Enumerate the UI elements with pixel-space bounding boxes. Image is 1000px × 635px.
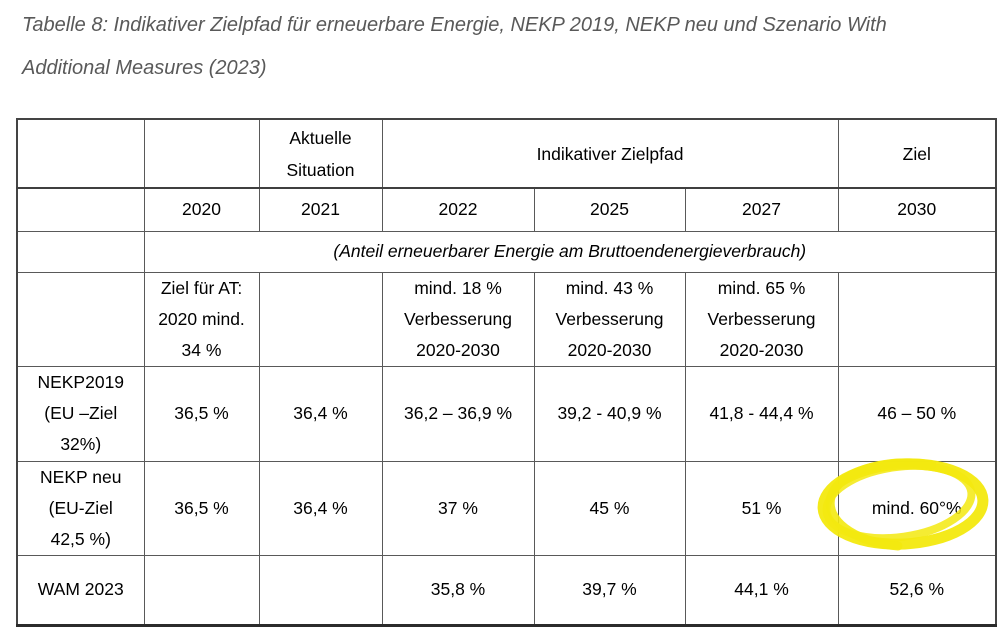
- table-caption: Tabelle 8: Indikativer Zielpfad für erne…: [22, 14, 887, 79]
- value-cell: 36,5 %: [143, 460, 260, 556]
- value-cell: 36,4 %: [258, 365, 383, 462]
- empty-cell: [16, 187, 145, 232]
- year-2027: 2027: [684, 187, 839, 232]
- value-cell: 45 %: [533, 460, 686, 556]
- empty-cell: [16, 230, 145, 273]
- year-2022: 2022: [381, 187, 535, 232]
- value-cell: 39,2 - 40,9 %: [533, 365, 686, 462]
- year-2030: 2030: [837, 187, 997, 232]
- value-cell: 36,2 – 36,9 %: [381, 365, 535, 462]
- table-row-wam2023: WAM 2023 35,8 % 39,7 % 44,1 % 52,6 %: [16, 554, 997, 627]
- value-cell: 41,8 - 44,4 %: [684, 365, 839, 462]
- baseline-row: Ziel für AT: 2020 mind. 34 % mind. 18 % …: [16, 271, 997, 367]
- empty-cell: [143, 118, 260, 189]
- table-row-nekp-neu: NEKP neu (EU-Ziel 42,5 %) 36,5 % 36,4 % …: [16, 460, 997, 556]
- data-table: Aktuelle Situation Indikativer Zielpfad …: [16, 118, 998, 627]
- value-cell: 39,7 %: [533, 554, 686, 627]
- empty-cell: [837, 271, 997, 367]
- header-row-groups: Aktuelle Situation Indikativer Zielpfad …: [16, 118, 997, 189]
- value-cell: 44,1 %: [684, 554, 839, 627]
- value-cell: 51 %: [684, 460, 839, 556]
- table-row-nekp2019: NEKP2019 (EU –Ziel 32%) 36,5 % 36,4 % 36…: [16, 365, 997, 462]
- improvement-2022-cell: mind. 18 % Verbesserung 2020-2030: [381, 271, 535, 367]
- value-cell: 46 – 50 %: [837, 365, 997, 462]
- value-cell: [143, 554, 260, 627]
- year-2025: 2025: [533, 187, 686, 232]
- highlighted-value-cell: mind. 60°%: [837, 460, 997, 556]
- at-target-cell: Ziel für AT: 2020 mind. 34 %: [143, 271, 260, 367]
- header-indikativer-zielpfad: Indikativer Zielpfad: [381, 118, 839, 189]
- value-cell: 35,8 %: [381, 554, 535, 627]
- year-2021: 2021: [258, 187, 383, 232]
- header-row-years: 2020 2021 2022 2025 2027 2030: [16, 187, 997, 232]
- value-cell: 36,5 %: [143, 365, 260, 462]
- note-cell: (Anteil erneuerbarer Energie am Bruttoen…: [143, 230, 997, 273]
- empty-cell: [16, 118, 145, 189]
- row-label-nekp2019: NEKP2019 (EU –Ziel 32%): [16, 365, 145, 462]
- header-ziel: Ziel: [837, 118, 997, 189]
- header-aktuelle-situation: Aktuelle Situation: [258, 118, 383, 189]
- row-label-wam2023: WAM 2023: [16, 554, 145, 627]
- empty-cell: [258, 271, 383, 367]
- note-row: (Anteil erneuerbarer Energie am Bruttoen…: [16, 230, 997, 273]
- year-2020: 2020: [143, 187, 260, 232]
- value-cell: 37 %: [381, 460, 535, 556]
- improvement-2027-cell: mind. 65 % Verbesserung 2020-2030: [684, 271, 839, 367]
- value-cell: [258, 554, 383, 627]
- empty-cell: [16, 271, 145, 367]
- value-cell: 36,4 %: [258, 460, 383, 556]
- improvement-2025-cell: mind. 43 % Verbesserung 2020-2030: [533, 271, 686, 367]
- row-label-nekp-neu: NEKP neu (EU-Ziel 42,5 %): [16, 460, 145, 556]
- value-cell: 52,6 %: [837, 554, 997, 627]
